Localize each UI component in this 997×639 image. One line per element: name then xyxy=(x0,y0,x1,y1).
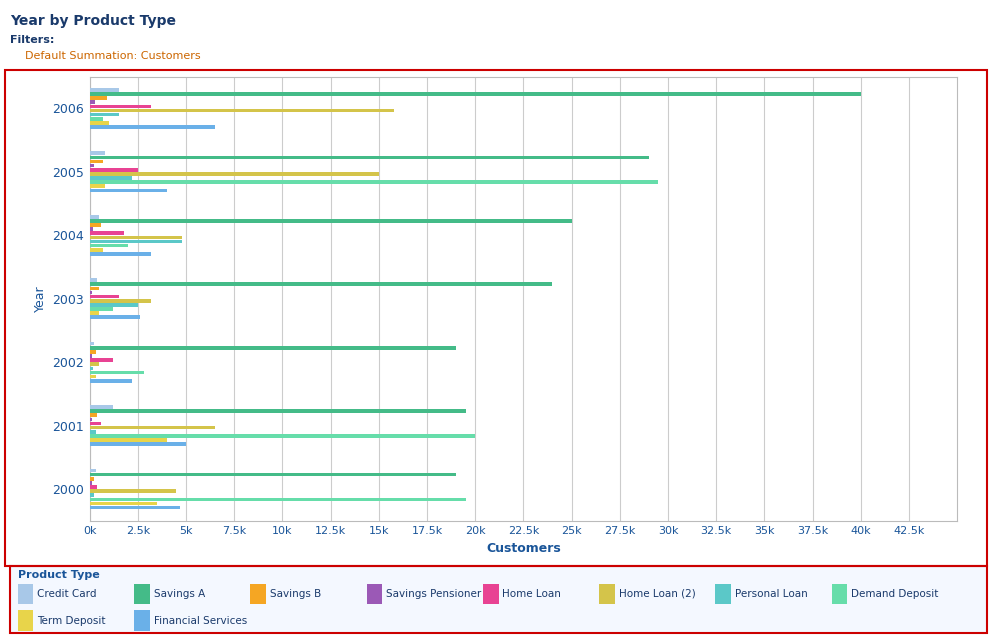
Bar xyxy=(90,125,215,129)
Bar xyxy=(90,354,92,358)
Bar xyxy=(90,493,94,497)
Bar xyxy=(90,379,133,383)
Bar xyxy=(90,117,104,121)
Bar xyxy=(90,434,476,438)
Bar xyxy=(90,422,102,426)
Text: Personal Loan: Personal Loan xyxy=(735,589,808,599)
Bar xyxy=(90,244,129,247)
Bar xyxy=(90,231,125,235)
Bar xyxy=(90,473,456,477)
Bar xyxy=(90,367,93,370)
Bar xyxy=(90,295,119,298)
Text: Product Type: Product Type xyxy=(18,570,100,580)
Bar xyxy=(134,583,150,604)
Bar xyxy=(90,303,138,307)
Text: Filters:: Filters: xyxy=(10,35,55,45)
Bar xyxy=(90,438,166,442)
Bar xyxy=(90,287,100,290)
Bar xyxy=(831,583,847,604)
Bar xyxy=(483,583,498,604)
Bar xyxy=(90,311,100,315)
Bar xyxy=(90,506,180,509)
Text: Savings B: Savings B xyxy=(270,589,321,599)
Text: Demand Deposit: Demand Deposit xyxy=(851,589,938,599)
Bar xyxy=(90,282,552,286)
Bar xyxy=(90,185,105,188)
Bar xyxy=(90,350,96,353)
Bar xyxy=(90,489,176,493)
Bar xyxy=(90,227,93,231)
Bar xyxy=(90,121,109,125)
Bar xyxy=(90,430,96,434)
Text: Financial Services: Financial Services xyxy=(154,615,247,626)
Bar xyxy=(599,583,615,604)
Bar xyxy=(90,248,104,252)
Bar xyxy=(90,481,92,485)
Bar xyxy=(90,252,152,256)
Bar xyxy=(90,358,113,362)
Bar xyxy=(90,100,95,104)
Bar xyxy=(18,610,34,631)
Bar xyxy=(90,172,379,176)
Text: Year by Product Type: Year by Product Type xyxy=(10,14,175,28)
Bar xyxy=(90,498,466,501)
Text: Credit Card: Credit Card xyxy=(37,589,97,599)
Y-axis label: Year: Year xyxy=(34,286,47,312)
Bar xyxy=(90,468,96,472)
Bar xyxy=(90,96,107,100)
Bar xyxy=(90,151,105,155)
Bar xyxy=(90,160,104,164)
Bar xyxy=(90,371,144,374)
Bar xyxy=(90,413,98,417)
Bar xyxy=(90,346,456,350)
Bar xyxy=(90,240,182,243)
Bar xyxy=(90,375,96,378)
Bar xyxy=(90,316,140,319)
Bar xyxy=(90,176,133,180)
Bar xyxy=(90,236,182,239)
Text: Home Loan (2): Home Loan (2) xyxy=(619,589,696,599)
Bar xyxy=(90,279,98,282)
Bar xyxy=(90,92,860,96)
Bar xyxy=(90,477,94,481)
Bar xyxy=(250,583,266,604)
Bar xyxy=(90,180,658,184)
Bar xyxy=(90,342,94,346)
Bar xyxy=(90,307,113,311)
Bar xyxy=(90,291,92,295)
Bar xyxy=(90,502,158,505)
Bar xyxy=(367,583,382,604)
Bar xyxy=(90,189,166,192)
Text: Term Deposit: Term Deposit xyxy=(37,615,106,626)
Bar xyxy=(90,426,215,429)
Bar xyxy=(90,299,152,303)
Bar xyxy=(90,215,100,219)
Bar xyxy=(90,109,394,112)
Bar xyxy=(134,610,150,631)
Bar xyxy=(90,442,186,446)
Bar xyxy=(716,583,731,604)
Bar xyxy=(90,219,571,222)
Bar xyxy=(90,112,119,116)
Bar xyxy=(90,485,98,489)
Bar xyxy=(18,583,34,604)
Text: Home Loan: Home Loan xyxy=(502,589,561,599)
Bar xyxy=(90,168,138,172)
Bar xyxy=(90,410,466,413)
Bar xyxy=(90,164,94,167)
Bar xyxy=(90,362,100,366)
Text: Savings Pensioner: Savings Pensioner xyxy=(386,589,482,599)
Bar xyxy=(90,88,119,91)
Bar xyxy=(90,156,649,159)
Text: Default Summation: Customers: Default Summation: Customers xyxy=(25,51,200,61)
X-axis label: Customers: Customers xyxy=(487,542,560,555)
Bar xyxy=(90,418,92,421)
Bar xyxy=(90,105,152,108)
Bar xyxy=(90,405,113,409)
Bar xyxy=(90,223,102,227)
Text: Savings A: Savings A xyxy=(154,589,204,599)
